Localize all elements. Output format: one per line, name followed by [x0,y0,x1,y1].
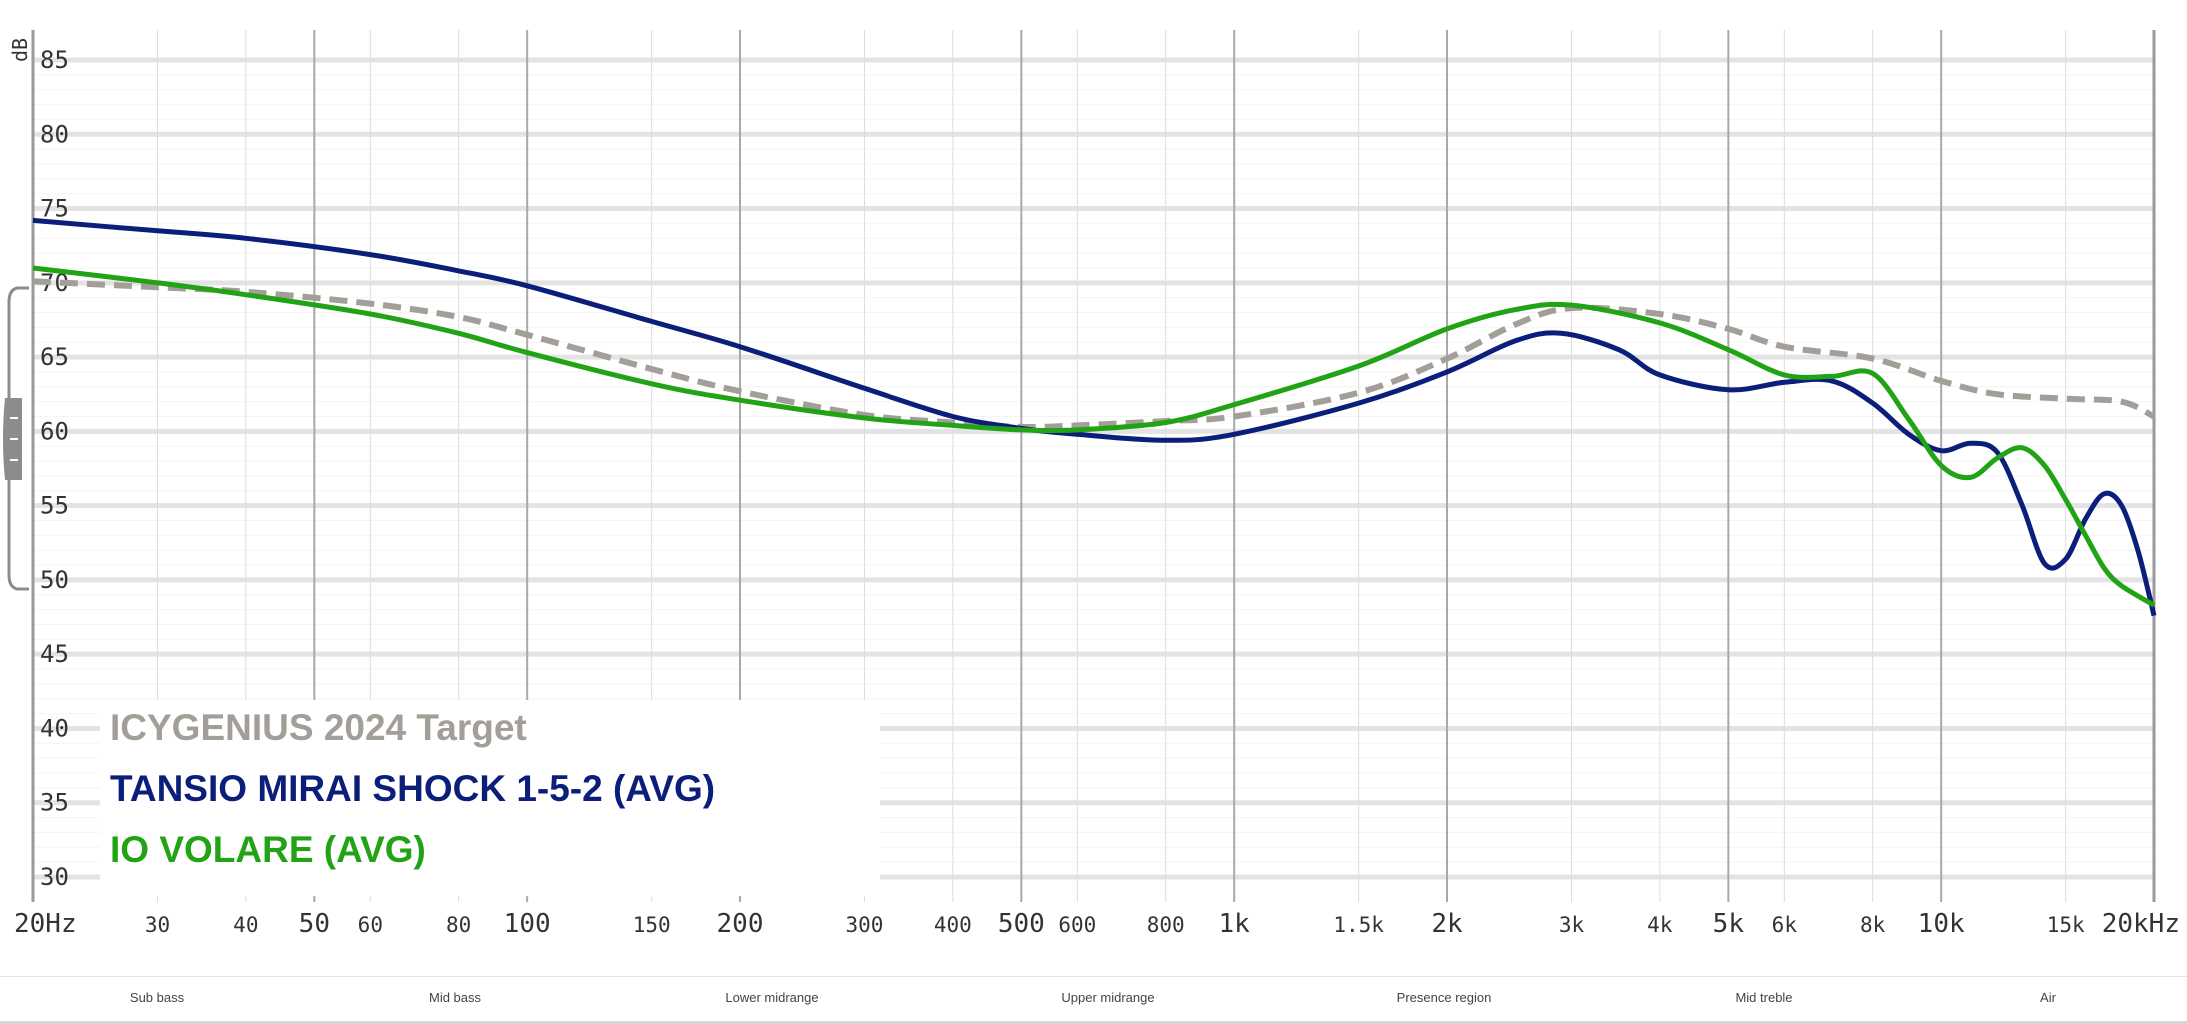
y-axis-label: dB [8,38,32,62]
x-tick-label: 8k [1860,913,1886,937]
x-tick-label: 150 [633,913,671,937]
x-tick-label: 20Hz [14,909,77,939]
x-tick-label: 4k [1647,913,1673,937]
y-tick-label: 45 [40,640,69,668]
y-tick-label: 65 [40,343,69,371]
y-tick-label: 75 [40,195,69,223]
band-lower-midrange: Lower midrange [725,990,819,1005]
curves [32,217,2157,617]
x-tick-label: 40 [233,913,258,937]
legend-entry-volare[interactable]: IO VOLARE (AVG) [110,829,426,870]
x-tick-label: 60 [358,913,383,937]
legend-entry-target[interactable]: ICYGENIUS 2024 Target [110,707,527,748]
x-tick-label: 400 [934,913,972,937]
x-tick-label: 15k [2047,913,2085,937]
y-tick-label: 30 [40,863,69,891]
x-tick-label: 80 [446,913,471,937]
vertical-grid [156,30,2067,902]
x-tick-label: 1k [1219,909,1251,939]
y-tick-label: 40 [40,714,69,742]
series-line-1[interactable] [32,217,2157,617]
x-tick-label: 600 [1058,913,1096,937]
series-line-0[interactable] [32,278,2156,431]
x-tick-label: 5k [1713,909,1745,939]
x-tick-label: 3k [1559,913,1585,937]
x-tick-label: 500 [998,909,1045,939]
y-tick-label: 85 [40,46,69,74]
legend-background [100,700,880,896]
band-mid-treble: Mid treble [1735,990,1793,1005]
x-tick-label: 300 [846,913,884,937]
band-presence-region: Presence region [1396,990,1492,1005]
legend-entry-tansio[interactable]: TANSIO MIRAI SHOCK 1-5-2 (AVG) [110,768,715,809]
x-tick-label: 100 [504,909,551,939]
x-tick-label: 6k [1772,913,1798,937]
y-tick-label: 35 [40,789,69,817]
y-tick-label: 60 [40,417,69,445]
band-upper-midrange: Upper midrange [1061,990,1155,1005]
y-tick-label: 55 [40,492,69,520]
frequency-band-bar: Sub bass Mid bass Lower midrange Upper m… [0,976,2187,1024]
scale-slider-handle[interactable] [3,286,29,591]
x-tick-label: 200 [717,909,764,939]
y-tick-label: 50 [40,566,69,594]
x-tick-label: 2k [1431,909,1463,939]
x-tick-label: 30 [145,913,170,937]
band-air: Air [2040,990,2056,1005]
x-tick-label: 50 [299,909,330,939]
legend: ICYGENIUS 2024 Target TANSIO MIRAI SHOCK… [100,700,880,896]
y-tick-label: 80 [40,120,69,148]
x-tick-labels: 20Hz 30 40 50 60 80 100 150 200 300 400 500 600 800 1k… [14,909,2180,939]
x-tick-label: 800 [1147,913,1185,937]
series-line-2[interactable] [32,265,2156,608]
band-sub-bass: Sub bass [129,990,185,1005]
x-tick-label: 20kHz [2102,909,2180,939]
band-mid-bass: Mid bass [428,990,482,1005]
x-tick-label: 1.5k [1333,913,1384,937]
x-tick-label: 10k [1918,909,1965,939]
